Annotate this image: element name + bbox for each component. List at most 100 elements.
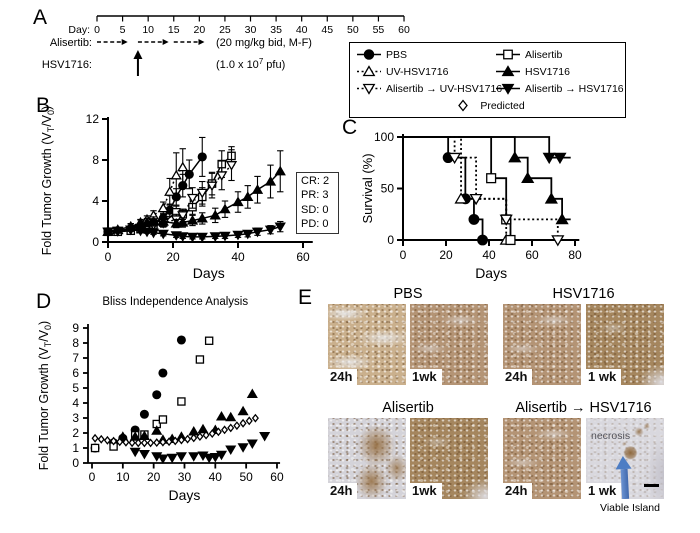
time-label: 24h: [503, 369, 533, 385]
svg-text:0: 0: [387, 233, 394, 247]
svg-text:5: 5: [72, 381, 79, 395]
legend-item-label: Alisertib → UV-HSV1716: [386, 82, 503, 95]
series-Alisertib → HSV1716: [102, 220, 286, 243]
time-label: 1 wk: [586, 483, 622, 499]
svg-text:10: 10: [142, 24, 154, 36]
svg-text:4: 4: [92, 194, 99, 208]
svg-text:40: 40: [231, 250, 245, 264]
legend-item: Predicted: [450, 99, 525, 112]
tri-down-open-legend-marker: [357, 83, 381, 95]
response-line: CR: 2: [301, 175, 330, 187]
histology-panel: PBS 24h 1wk HSV1716 24h 1 wk Alisertib 24h 1wk Al…: [300, 286, 700, 533]
panel-c-label: C: [342, 116, 358, 139]
svg-text:0: 0: [105, 250, 112, 264]
time-label: 1wk: [410, 369, 442, 385]
x-axis-title: Days: [475, 265, 507, 281]
svg-text:50: 50: [239, 470, 253, 484]
svg-text:20: 20: [439, 248, 453, 262]
svg-text:40: 40: [296, 24, 308, 36]
svg-text:60: 60: [296, 250, 310, 264]
time-label: 24h: [328, 369, 358, 385]
y-axis-title: Fold Tumor Growth (VT/V0): [37, 321, 53, 470]
histology-group-title: PBS: [393, 286, 423, 302]
histology-image: 24h: [328, 304, 406, 385]
histology-image: 1 wk: [586, 304, 664, 385]
legend-item: Alisertib: [495, 48, 562, 61]
svg-text:40: 40: [209, 470, 223, 484]
viable-island-label: Viable Island: [600, 502, 660, 514]
response-line: PR: 3: [301, 189, 329, 202]
histology-group-title: Alisertib: [382, 400, 434, 416]
histology-image: 1wk: [410, 418, 488, 499]
svg-text:0: 0: [94, 24, 100, 36]
y-axis-title: Survival (%): [360, 153, 375, 223]
square-open-legend-marker: [496, 49, 520, 60]
histology-image: 24h: [503, 304, 581, 385]
survival-chart: 0 50 100 0 20 40 60 80 Days Survival (%): [360, 130, 582, 281]
svg-text:60: 60: [270, 470, 284, 484]
diamond-open-legend-marker: [458, 99, 469, 112]
x-axis-title: Days: [193, 265, 225, 281]
time-label: 24h: [328, 483, 358, 499]
time-label: 1wk: [410, 483, 442, 499]
day-axis-label: Day:: [68, 24, 90, 36]
svg-text:7: 7: [72, 351, 79, 365]
y-axis-title: Fold Tumor Growth (VT/V0): [40, 106, 56, 255]
svg-text:8: 8: [72, 336, 79, 350]
hsv-dose-note: (1.0 x 107 pfu): [216, 57, 285, 71]
legend-item: HSV1716: [495, 65, 570, 78]
time-label: 1 wk: [586, 369, 622, 385]
time-label: 24h: [503, 483, 533, 499]
necrosis-label: necrosis: [591, 430, 631, 442]
svg-text:60: 60: [525, 248, 539, 262]
histology-group-title: HSV1716: [552, 286, 615, 302]
scale-bar: [644, 484, 659, 487]
response-line: PD: 0: [301, 217, 329, 230]
series-Alisertib → HSV1716: [403, 136, 571, 165]
svg-text:20: 20: [193, 24, 205, 36]
legend-item-label: Predicted: [480, 99, 525, 112]
svg-text:12: 12: [86, 112, 100, 126]
tri-down-filled-legend-marker: [496, 83, 520, 95]
legend-item: UV-HSV1716: [356, 65, 495, 78]
legend-item-label: HSV1716: [525, 65, 570, 78]
svg-text:10: 10: [116, 470, 130, 484]
panel-e-label: E: [298, 286, 313, 309]
alisertib-dose-note: (20 mg/kg bid, M-F): [216, 37, 312, 49]
x-axis-title: Days: [169, 487, 201, 503]
histology-group-title: Alisertib → HSV1716: [515, 400, 652, 416]
svg-text:9: 9: [72, 321, 79, 335]
svg-text:30: 30: [245, 24, 257, 36]
viable-island-arrow-icon: [614, 455, 634, 499]
series-PBS: [403, 136, 488, 246]
legend-item: PBS: [356, 48, 495, 61]
panel-b-label: B: [36, 94, 51, 117]
panel-a-label: A: [33, 6, 48, 29]
svg-text:20: 20: [166, 250, 180, 264]
histology-image: 24h: [328, 418, 406, 499]
svg-text:15: 15: [168, 24, 180, 36]
series-HSV1716: [403, 136, 571, 225]
alisertib-row-label: Alisertib:: [50, 37, 92, 49]
response-line: SD: 0: [301, 203, 329, 216]
tri-up-filled-legend-marker: [496, 65, 520, 77]
legend-item: Alisertib → HSV1716: [495, 82, 624, 95]
svg-text:0: 0: [400, 248, 407, 262]
svg-text:50: 50: [347, 24, 359, 36]
svg-text:3: 3: [72, 411, 79, 425]
svg-text:40: 40: [482, 248, 496, 262]
svg-text:1: 1: [72, 441, 79, 455]
panel-d-label: D: [36, 290, 52, 313]
legend-item-label: UV-HSV1716: [386, 65, 449, 78]
svg-text:5: 5: [120, 24, 126, 36]
legend-item-label: PBS: [386, 48, 408, 61]
circle-filled-legend-marker: [357, 49, 381, 60]
legend-item-label: Alisertib: [525, 48, 563, 61]
svg-text:100: 100: [374, 130, 394, 144]
legend-item: Alisertib → UV-HSV1716: [356, 82, 502, 95]
series-Predicted: [91, 413, 259, 448]
svg-text:50: 50: [381, 182, 395, 196]
svg-text:55: 55: [373, 24, 385, 36]
